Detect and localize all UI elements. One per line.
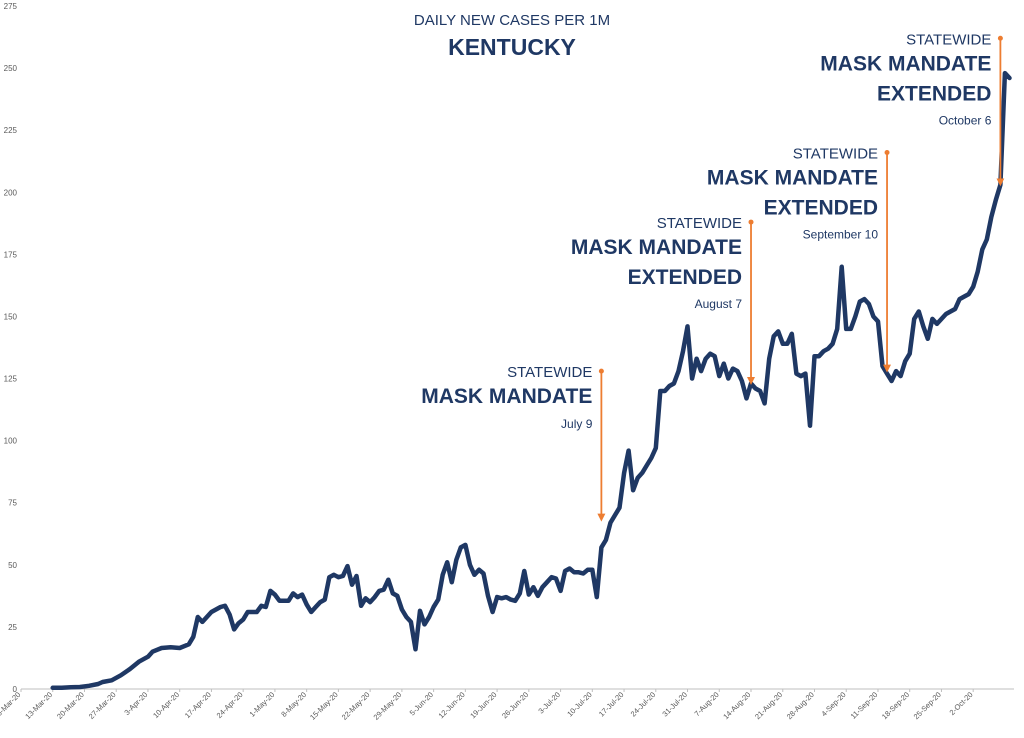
x-tick-label: 5-Jun-20: [408, 690, 435, 717]
x-tick-label: 24-Jul-20: [629, 690, 657, 718]
y-tick-label: 100: [4, 437, 18, 446]
x-tick-label: 11-Sep-20: [849, 690, 880, 721]
annotation-line2: MASK MANDATE: [820, 52, 991, 75]
x-tick-label: 21-Aug-20: [753, 690, 784, 721]
x-tick-label: 22-May-20: [340, 690, 372, 722]
x-tick-label: 1-May-20: [248, 690, 277, 719]
x-tick-label: 6-Mar-20: [0, 690, 22, 718]
x-tick-label: 12-Jun-20: [437, 690, 467, 720]
y-tick-label: 50: [8, 561, 17, 570]
chart-subtitle: DAILY NEW CASES PER 1M: [414, 12, 610, 29]
x-tick-label: 24-Apr-20: [215, 690, 245, 720]
x-tick-label: 15-May-20: [308, 690, 340, 722]
x-tick-label: 10-Jul-20: [565, 690, 593, 718]
y-tick-label: 175: [4, 250, 18, 259]
annotation-date: August 7: [695, 297, 743, 311]
annotation-line2: MASK MANDATE: [707, 167, 878, 190]
x-tick-label: 7-Aug-20: [693, 690, 721, 718]
x-tick-label: 27-Mar-20: [87, 690, 118, 721]
x-tick-label: 3-Apr-20: [122, 690, 149, 717]
series-layer: [50, 70, 1012, 691]
annotation-line2: MASK MANDATE: [571, 236, 742, 259]
annotation-line3: EXTENDED: [764, 197, 878, 220]
x-tick-label: 20-Mar-20: [55, 690, 86, 721]
x-tick-label: 17-Apr-20: [183, 690, 213, 720]
x-tick-label: 18-Sep-20: [880, 690, 911, 721]
y-tick-label: 200: [4, 188, 18, 197]
annotation-date: September 10: [803, 228, 879, 242]
x-tick-label: 19-Jun-20: [468, 690, 498, 720]
x-tick-label: 25-Sep-20: [912, 690, 943, 721]
x-tick-label: 4-Sep-20: [819, 690, 847, 718]
x-tick-label: 14-Aug-20: [721, 690, 752, 721]
annotation-date: October 6: [939, 113, 992, 127]
y-tick-label: 225: [4, 126, 18, 135]
mandate-annotation: STATEWIDE MASK MANDATE July 9: [421, 364, 606, 522]
y-tick-label: 275: [4, 2, 18, 11]
chart-title: KENTUCKY: [448, 34, 576, 60]
annotation-line1: STATEWIDE: [507, 364, 592, 381]
annotation-line2: MASK MANDATE: [421, 385, 592, 408]
mandate-annotation: STATEWIDE MASK MANDATE EXTENDED October 6: [820, 31, 1005, 187]
y-tick-label: 25: [8, 623, 17, 632]
annotation-line1: STATEWIDE: [657, 215, 742, 232]
y-tick-label: 250: [4, 64, 18, 73]
annotation-layer: STATEWIDE MASK MANDATE July 9 STATEWIDE MASK…: [421, 31, 1005, 522]
mandate-annotation: STATEWIDE MASK MANDATE EXTENDED August 7: [571, 215, 756, 385]
annotation-line1: STATEWIDE: [906, 31, 991, 48]
x-tick-label: 17-Jul-20: [597, 690, 625, 718]
y-tick-label: 0: [13, 685, 18, 694]
x-tick-label: 28-Aug-20: [785, 690, 816, 721]
x-tick-label: 8-May-20: [279, 690, 308, 719]
y-tick-label: 150: [4, 312, 18, 321]
annotation-line3: EXTENDED: [877, 82, 991, 105]
x-tick-label: 2-Oct-20: [948, 690, 975, 717]
annotation-date: July 9: [561, 417, 593, 431]
x-tick-label: 26-Jun-20: [500, 690, 530, 720]
x-tick-label: 3-Jul-20: [536, 690, 562, 716]
mandate-annotation: STATEWIDE MASK MANDATE EXTENDED September 1…: [707, 146, 892, 373]
x-tick-label: 10-Apr-20: [151, 690, 181, 720]
x-tick-label: 29-May-20: [372, 690, 404, 722]
x-tick-label: 13-Mar-20: [23, 690, 54, 721]
annotation-line3: EXTENDED: [628, 266, 742, 289]
series-line: [50, 70, 1012, 691]
annotation-line1: STATEWIDE: [793, 146, 878, 163]
x-tick-label: 31-Jul-20: [660, 690, 688, 718]
y-tick-label: 75: [8, 499, 17, 508]
y-tick-label: 125: [4, 375, 18, 384]
